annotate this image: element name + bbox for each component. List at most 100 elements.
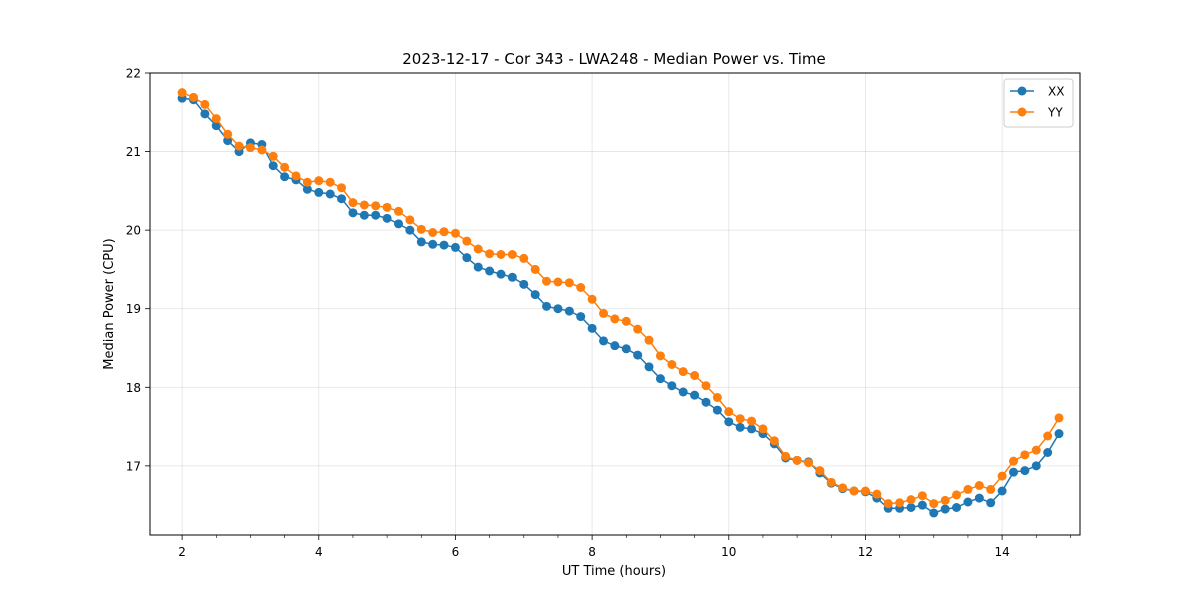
data-point-yy [667,360,677,369]
chart-title: 2023-12-17 - Cor 343 - LWA248 - Median P… [402,50,826,68]
legend-marker-yy [1017,107,1027,117]
data-point-yy [883,499,893,509]
grid [150,72,1080,535]
data-point-yy [712,393,722,402]
data-point-yy [542,276,552,286]
data-point-yy [371,201,381,211]
data-point-xx [997,486,1007,496]
data-point-xx [963,497,973,507]
data-point-yy [872,489,882,499]
data-point-yy [177,88,187,98]
data-point-xx [621,344,631,354]
data-point-xx [747,424,757,434]
data-point-yy [929,499,939,509]
data-point-yy [394,206,404,216]
data-point-xx [382,213,392,223]
x-tick-label: 14 [994,545,1009,559]
data-point-yy [1054,413,1064,423]
data-point-xx [268,161,278,171]
data-point-yy [359,200,369,210]
data-point-yy [314,176,324,186]
data-point-yy [1009,456,1019,466]
series-layer [177,88,1064,518]
data-point-yy [337,183,347,193]
data-point-xx [701,397,711,407]
data-point-xx [1020,466,1030,476]
data-point-xx [416,237,426,247]
data-point-xx [735,422,745,432]
data-point-xx [348,208,358,218]
data-point-yy [405,215,415,225]
data-point-xx [325,189,335,199]
data-point-xx [542,301,552,311]
y-tick-label: 22 [126,67,141,81]
data-point-yy [655,351,665,361]
data-point-yy [576,283,586,292]
data-point-yy [952,490,962,500]
data-point-yy [690,371,700,380]
data-point-yy [1031,445,1041,455]
data-point-xx [564,306,574,316]
data-point-yy [496,250,506,259]
data-point-yy [747,416,757,426]
data-point-yy [917,491,927,501]
data-point-yy [291,171,301,181]
data-point-xx [678,387,688,397]
data-point-yy [633,324,643,334]
data-point-yy [507,250,517,259]
data-point-yy [416,224,426,234]
data-point-yy [519,253,529,263]
data-point-xx [553,304,563,314]
data-point-xx [712,405,722,415]
data-point-xx [667,381,677,391]
data-point-xx [1009,467,1019,477]
x-tick-label: 8 [588,545,596,559]
data-point-yy [610,314,620,324]
y-tick-label: 17 [126,459,141,473]
legend: XX YY [1003,78,1074,128]
data-point-xx [986,498,996,508]
data-point-xx [929,508,939,518]
data-point-yy [530,264,540,274]
data-point-yy [986,484,996,494]
axes: 2 4 6 8 10 12 14 17 18 19 20 21 22 [126,67,1071,559]
data-point-yy [245,143,255,153]
x-axis-label: UT Time (hours) [562,564,666,579]
data-point-xx [519,279,529,289]
plot-frame [149,72,1081,536]
data-point-xx [394,219,404,229]
data-point-xx [507,272,517,282]
data-point-xx [952,503,962,512]
x-tick-label: 4 [315,545,323,559]
data-point-yy [895,498,905,508]
data-point-yy [678,367,688,377]
data-point-yy [473,244,483,254]
data-point-xx [974,493,984,503]
data-point-yy [724,407,734,417]
data-point-yy [200,99,210,109]
y-tick-label: 19 [126,302,141,316]
legend-label-yy: YY [1047,106,1063,120]
data-point-xx [371,210,381,220]
x-tick-label: 2 [178,545,186,559]
data-point-xx [462,253,472,263]
data-point-xx [1054,429,1064,439]
data-point-xx [359,210,369,220]
data-point-yy [940,495,950,505]
data-point-yy [211,114,221,124]
x-tick-label: 10 [721,545,736,559]
x-tick-label: 12 [858,545,873,559]
data-point-yy [234,141,244,151]
series-yy [177,88,1064,509]
data-point-yy [382,202,392,212]
y-tick-label: 18 [126,381,141,395]
data-point-xx [1043,448,1053,457]
data-point-xx [690,390,700,400]
data-point-yy [428,228,438,237]
y-tick-label: 20 [126,224,141,238]
data-point-xx [724,417,734,427]
data-point-yy [189,92,199,102]
data-point-yy [348,198,358,208]
data-point-yy [325,177,335,187]
